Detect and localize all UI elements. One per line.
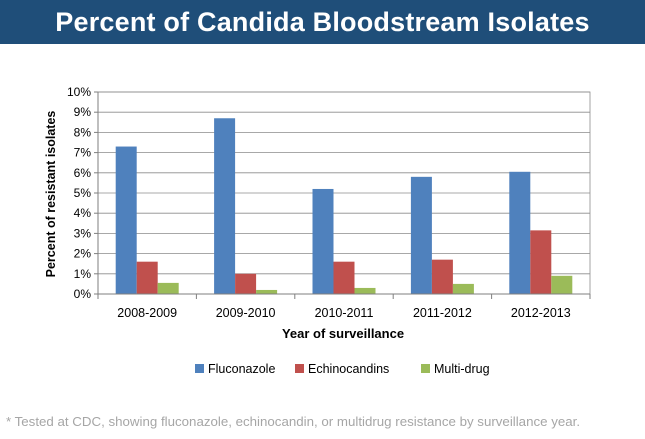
bar-echinocandins-2012-2013 xyxy=(530,230,552,294)
y-tick-label: 4% xyxy=(74,206,92,220)
legend: Fluconazole Echinocandins Multi-drug xyxy=(195,362,490,376)
bar-fluconazole-2008-2009 xyxy=(115,146,137,294)
bar-multi-drug-2008-2009 xyxy=(157,282,179,294)
y-tick-label: 7% xyxy=(74,146,92,160)
bar-multi-drug-2011-2012 xyxy=(452,283,474,294)
bar-echinocandins-2009-2010 xyxy=(235,273,257,294)
bar-fluconazole-2011-2012 xyxy=(410,176,432,294)
y-tick-label: 6% xyxy=(74,166,92,180)
y-tick-label: 9% xyxy=(74,105,92,119)
bar-fluconazole-2010-2011 xyxy=(312,188,334,294)
bar-multi-drug-2010-2011 xyxy=(354,287,376,294)
legend-label: Multi-drug xyxy=(434,362,490,376)
chart-area: 0% 1% 2% 3% 4% 5% 6% 7% 8% 9% 10% 2008-2009 2009-201… xyxy=(0,44,645,404)
bar-echinocandins-2010-2011 xyxy=(333,261,355,294)
legend-swatch-echinocandins xyxy=(295,364,304,373)
bar-chart: 0% 1% 2% 3% 4% 5% 6% 7% 8% 9% 10% 2008-2009 2009-201… xyxy=(44,85,591,376)
bar-multi-drug-2012-2013 xyxy=(551,275,573,294)
x-tick-label: 2010-2011 xyxy=(315,306,374,320)
y-tick-label: 1% xyxy=(74,267,92,281)
bar-echinocandins-2008-2009 xyxy=(136,261,158,294)
footnote: * Tested at CDC, showing fluconazole, ec… xyxy=(6,414,581,429)
x-tick-label: 2009-2010 xyxy=(216,306,276,320)
x-axis-title: Year of surveillance xyxy=(282,326,404,341)
legend-label: Echinocandins xyxy=(308,362,389,376)
x-tick-label: 2012-2013 xyxy=(511,306,571,320)
y-tick-label: 0% xyxy=(74,287,92,301)
y-tick-label: 3% xyxy=(74,226,92,240)
page-title: Percent of Candida Bloodstream Isolates xyxy=(55,6,590,37)
axes: 0% 1% 2% 3% 4% 5% 6% 7% 8% 9% 10% 2008-2009 2009-201… xyxy=(67,85,591,320)
bar-fluconazole-2009-2010 xyxy=(214,118,236,294)
legend-swatch-fluconazole xyxy=(195,364,204,373)
title-banner: Percent of Candida Bloodstream Isolates xyxy=(0,0,645,44)
y-tick-label: 10% xyxy=(67,85,91,99)
legend-swatch-multi-drug xyxy=(421,364,430,373)
bars xyxy=(115,118,573,294)
x-tick-label: 2008-2009 xyxy=(117,306,177,320)
bar-fluconazole-2012-2013 xyxy=(509,171,531,294)
y-tick-label: 5% xyxy=(74,186,92,200)
x-tick-label: 2011-2012 xyxy=(413,306,472,320)
y-tick-label: 8% xyxy=(74,125,92,139)
legend-label: Fluconazole xyxy=(208,362,275,376)
bar-echinocandins-2011-2012 xyxy=(431,259,453,294)
bar-multi-drug-2009-2010 xyxy=(256,289,278,294)
y-tick-label: 2% xyxy=(74,247,92,261)
y-axis-title: Percent of resistant isolates xyxy=(44,111,58,278)
